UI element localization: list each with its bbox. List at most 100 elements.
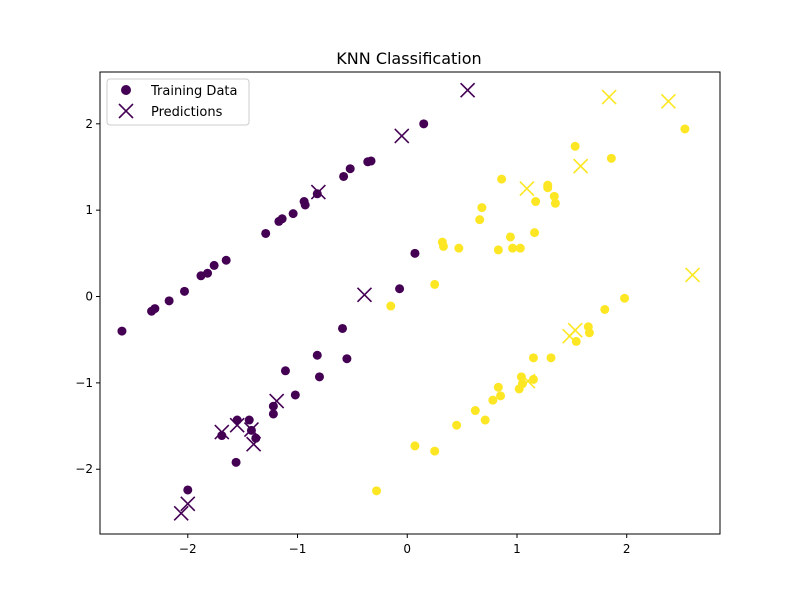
x-axis-ticks: −2 −1 0 1 2 (179, 534, 631, 556)
training-point-9 (261, 228, 271, 238)
training-point-49 (530, 228, 540, 238)
x-tick-label-1: −1 (289, 542, 307, 556)
prediction-point-10 (173, 505, 189, 521)
training-point-38 (680, 124, 690, 134)
prediction-point-0 (460, 82, 476, 98)
prediction-point-5 (214, 424, 230, 440)
training-point-40 (606, 153, 616, 163)
training-point-29 (268, 401, 278, 411)
legend-predictions-label: Predictions (151, 105, 223, 120)
prediction-markers (173, 82, 701, 521)
training-point-62 (584, 328, 594, 338)
training-point-14 (300, 200, 310, 210)
prediction-point-9 (180, 496, 196, 512)
legend: Training Data Predictions (106, 78, 250, 126)
training-point-57 (430, 279, 440, 289)
prediction-point-13 (573, 158, 589, 174)
training-point-3 (164, 296, 174, 306)
plot-frame (99, 71, 721, 535)
training-point-53 (454, 243, 464, 253)
training-point-52 (438, 241, 448, 251)
training-point-56 (493, 245, 503, 255)
legend-training-label: Training Data (150, 84, 237, 99)
legend-predictions-marker (118, 103, 134, 119)
training-point-72 (488, 395, 498, 405)
training-point-47 (477, 203, 487, 213)
training-point-54 (508, 243, 518, 253)
training-point-28 (290, 390, 300, 400)
prediction-point-14 (519, 181, 535, 197)
x-tick-label-2: 0 (403, 542, 411, 556)
prediction-point-7 (243, 421, 259, 438)
training-point-76 (410, 441, 420, 451)
training-point-0 (117, 326, 127, 336)
x-tick-label-3: 1 (513, 542, 521, 556)
y-axis-ticks: −2 −1 0 1 2 (75, 117, 100, 476)
training-point-48 (475, 215, 485, 225)
training-point-41 (497, 174, 507, 184)
training-point-74 (480, 415, 490, 425)
training-point-43 (543, 183, 553, 193)
training-point-11 (277, 214, 287, 224)
training-point-45 (531, 197, 541, 207)
training-point-58 (386, 301, 396, 311)
training-point-25 (312, 350, 322, 360)
training-point-55 (515, 243, 525, 253)
training-point-70 (493, 382, 503, 392)
prediction-point-8 (246, 436, 262, 452)
training-point-75 (452, 420, 462, 430)
training-point-78 (372, 486, 382, 496)
training-point-24 (342, 354, 352, 364)
training-point-39 (570, 141, 580, 151)
training-point-31 (244, 415, 254, 425)
training-point-22 (395, 284, 405, 294)
training-point-66 (516, 372, 526, 382)
training-point-23 (338, 323, 348, 333)
y-tick-label-2: 0 (85, 290, 93, 304)
training-point-65 (546, 353, 556, 363)
training-point-16 (339, 171, 349, 181)
training-point-6 (203, 268, 213, 278)
legend-training-marker (121, 85, 131, 95)
training-point-50 (505, 232, 515, 242)
training-point-26 (314, 372, 324, 382)
prediction-point-18 (520, 373, 536, 389)
chart-title: KNN Classification (336, 49, 481, 68)
training-point-21 (410, 248, 420, 258)
x-tick-label-4: 2 (623, 542, 631, 556)
training-point-73 (470, 406, 480, 416)
prediction-point-2 (310, 184, 326, 200)
legend-box (106, 78, 250, 126)
training-point-12 (288, 209, 298, 219)
training-point-2 (150, 304, 160, 314)
training-point-46 (550, 198, 560, 208)
x-tick-label-0: −2 (179, 542, 197, 556)
y-tick-label-4: 2 (85, 117, 93, 131)
training-point-4 (179, 286, 189, 296)
training-point-19 (366, 156, 376, 166)
prediction-point-11 (601, 89, 617, 105)
training-point-60 (600, 304, 610, 314)
training-point-77 (430, 446, 440, 456)
y-tick-label-1: −1 (75, 376, 93, 390)
prediction-point-12 (660, 93, 676, 109)
training-point-20 (419, 119, 429, 129)
prediction-point-3 (356, 287, 373, 303)
training-point-8 (221, 255, 231, 265)
training-data-points (117, 119, 690, 496)
y-tick-label-0: −2 (75, 462, 93, 476)
training-point-30 (268, 409, 278, 419)
prediction-point-4 (269, 393, 285, 409)
training-point-64 (528, 353, 538, 363)
prediction-point-15 (685, 267, 701, 283)
training-point-63 (571, 336, 581, 346)
training-point-17 (345, 164, 355, 174)
y-tick-label-3: 1 (85, 203, 93, 217)
training-point-27 (280, 366, 290, 376)
training-point-44 (549, 191, 559, 201)
prediction-point-6 (229, 417, 245, 433)
training-point-36 (231, 457, 241, 467)
prediction-point-1 (394, 128, 410, 144)
training-point-7 (209, 260, 219, 270)
